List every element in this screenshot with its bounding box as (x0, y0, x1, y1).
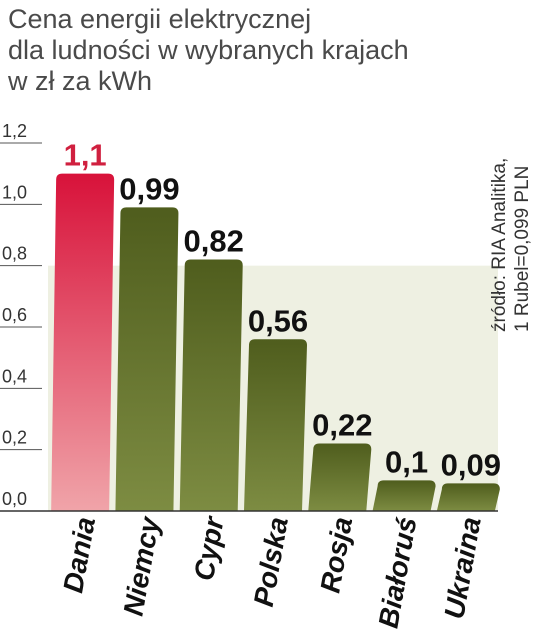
value-label: 0,09 (441, 447, 501, 482)
title-line-3: w zł za kWh (8, 66, 153, 96)
value-labels: 1,1 0,990,82 0,56 0,22 0,1 0,09 (64, 138, 501, 483)
bar-cypr (179, 259, 243, 511)
source-line-2: 1 Rubel=0,099 PLN (512, 166, 533, 332)
category-labels: Dania Niemcy Cypr Polska Rosja Białoruś Ukrain… (57, 513, 486, 631)
title-line-1: Cena energii elektrycznej (8, 4, 312, 34)
category-label: Rosja (314, 515, 358, 595)
y-tick-label: 1,0 (2, 182, 27, 202)
y-tick-label: 0,8 (2, 244, 27, 264)
bar-ukraina (436, 483, 500, 511)
category-label: Białoruś (372, 515, 422, 631)
category-label: Niemcy (118, 513, 166, 618)
value-label: 0,56 (248, 303, 308, 338)
value-label: 0,82 (184, 224, 244, 259)
y-tick-label: 0,0 (2, 489, 27, 509)
y-tick-label: 0,4 (2, 366, 27, 386)
bar-polska (244, 339, 307, 511)
value-label: 0,1 (385, 444, 428, 479)
y-tick-label: 1,2 (2, 121, 27, 141)
category-label: Cypr (188, 513, 230, 583)
bar-białoruś (372, 480, 436, 511)
source-line-1: źródło: RIA Analitika, (489, 158, 510, 332)
y-axis: 0,0 0,2 0,4 0,6 0,8 1,0 1,2 (0, 121, 42, 512)
bar-dania (51, 173, 115, 511)
category-label: Dania (57, 515, 101, 595)
bar-rosja (308, 443, 372, 511)
value-label: 0,22 (312, 408, 372, 443)
y-tick-label: 0,2 (2, 428, 27, 448)
y-tick-label: 0,6 (2, 305, 27, 325)
category-label: Ukraina (438, 515, 486, 622)
value-label: 1,1 (64, 138, 107, 173)
value-label: 0,99 (119, 171, 179, 206)
bars (51, 173, 500, 511)
category-label: Polska (248, 515, 294, 609)
title-line-2: dla ludności w wybranych krajach (8, 35, 409, 65)
bar-niemcy (115, 207, 179, 511)
chart-title: Cena energii elektrycznej dla ludności w… (8, 4, 538, 97)
